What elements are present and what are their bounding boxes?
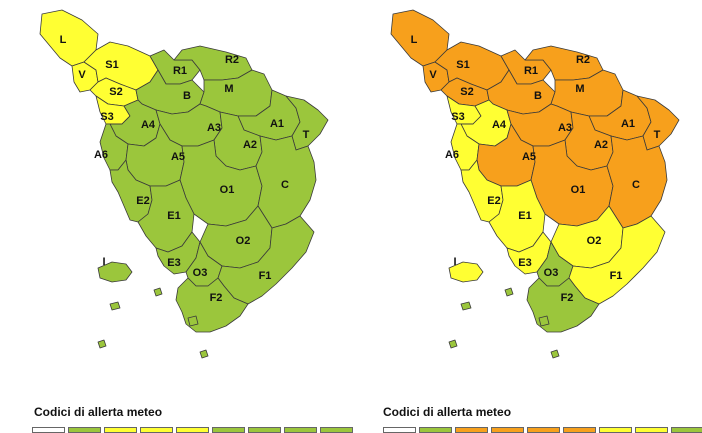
legend-swatch-2 [419,427,452,433]
zone-label-i: I [102,256,105,268]
legend-title-right: Codici di allerta meteo [383,405,512,419]
zone-label-o3: O3 [193,267,208,279]
zone-label-m: M [575,83,584,95]
legend-swatch-7 [599,427,632,433]
minor-island [504,287,514,297]
zone-label-b: B [534,90,542,102]
zone-label-s1: S1 [105,59,118,71]
minor-island [199,349,209,359]
zone-label-o2: O2 [236,235,251,247]
zone-c [606,135,668,229]
legend-swatch-6 [563,427,596,433]
legend-swatch-3 [455,427,488,433]
zone-label-c: C [281,179,289,191]
legend-swatch-8 [635,427,668,433]
zone-label-f2: F2 [561,292,574,304]
zone-label-r2: R2 [576,54,590,66]
zone-label-r1: R1 [173,65,187,77]
zone-label-m: M [224,83,233,95]
legend-swatch-1 [32,427,65,433]
legend-swatch-7 [248,427,281,433]
zone-label-o1: O1 [571,184,586,196]
zone-label-a3: A3 [207,122,221,134]
zone-label-e2: E2 [136,195,149,207]
zone-label-c: C [632,179,640,191]
zone-label-a6: A6 [94,149,108,161]
zone-label-e3: E3 [167,257,180,269]
legend-swatch-1 [383,427,416,433]
zone-label-s3: S3 [451,111,464,123]
zone-label-s2: S2 [109,86,122,98]
minor-island [109,301,121,311]
legend-title-left: Codici di allerta meteo [34,405,163,419]
zone-label-s3: S3 [100,111,113,123]
minor-island [97,339,107,349]
legend-swatches-left [32,427,353,433]
zone-label-f2: F2 [210,292,223,304]
zone-i [448,261,484,283]
zone-label-a2: A2 [243,139,257,151]
zone-label-v: V [429,69,437,81]
minor-island [550,349,560,359]
minor-island [460,301,472,311]
zone-c [255,135,317,229]
legend-swatch-5 [527,427,560,433]
legend-swatch-2 [68,427,101,433]
legend-swatch-9 [320,427,353,433]
zone-label-e1: E1 [518,210,531,222]
zone-label-o1: O1 [220,184,235,196]
legend-swatch-3 [104,427,137,433]
map-panel-left: L V S1 S2 S3 R1 R2 B M A4 A3 A1 T A6 A5 A2 O1 C E2 E1 O2 I E3 O… [0,0,353,433]
minor-island [448,339,458,349]
zone-label-r2: R2 [225,54,239,66]
zone-label-e2: E2 [487,195,500,207]
zone-label-a5: A5 [171,151,185,163]
zone-label-a6: A6 [445,149,459,161]
zone-label-i: I [453,256,456,268]
zone-label-e1: E1 [167,210,180,222]
minor-island [187,315,199,327]
zone-label-t: T [654,129,661,141]
zone-label-a4: A4 [492,119,507,131]
zone-label-a3: A3 [558,122,572,134]
zone-label-r1: R1 [524,65,538,77]
zone-label-o2: O2 [587,235,602,247]
zone-label-f1: F1 [259,270,272,282]
zone-label-f1: F1 [610,270,623,282]
zone-label-a1: A1 [270,118,284,130]
tuscany-map-right: L V S1 S2 S3 R1 R2 B M A4 A3 A1 T A6 A5 A2 O1 C E2 E1 O2 I E3 O… [390,9,680,359]
zone-label-s2: S2 [460,86,473,98]
zone-label-l: L [411,34,418,46]
legend-swatch-8 [284,427,317,433]
legend-swatch-9 [671,427,702,433]
legend-swatch-5 [176,427,209,433]
tuscany-map-left: L V S1 S2 S3 R1 R2 B M A4 A3 A1 T A6 A5 A2 O1 C E2 E1 O2 I E3 O… [39,9,329,359]
zone-label-a2: A2 [594,139,608,151]
zone-label-o3: O3 [544,267,559,279]
zone-label-v: V [78,69,86,81]
zone-label-t: T [303,129,310,141]
zone-label-a5: A5 [522,151,536,163]
minor-island [153,287,163,297]
minor-island [538,315,550,327]
legend-swatch-4 [140,427,173,433]
zone-label-a4: A4 [141,119,156,131]
legend-swatches-right [383,427,702,433]
zone-label-s1: S1 [456,59,469,71]
zone-label-l: L [60,34,67,46]
zone-label-a1: A1 [621,118,635,130]
zone-label-b: B [183,90,191,102]
zone-i [97,261,133,283]
legend-swatch-6 [212,427,245,433]
zone-label-e3: E3 [518,257,531,269]
legend-swatch-4 [491,427,524,433]
map-panel-right: L V S1 S2 S3 R1 R2 B M A4 A3 A1 T A6 A5 A2 O1 C E2 E1 O2 I E3 O… [351,0,702,433]
